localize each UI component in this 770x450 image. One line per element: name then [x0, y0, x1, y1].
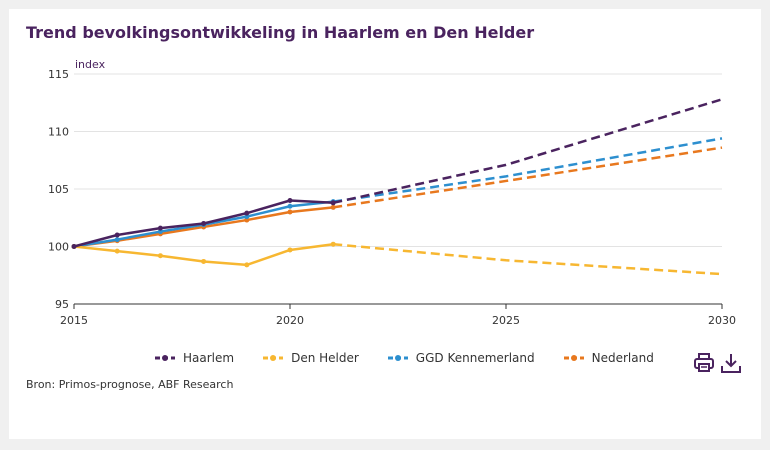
data-point [287, 198, 293, 203]
y-axis-label: index [75, 58, 106, 71]
x-tick-label: 2030 [708, 314, 736, 327]
legend-item-haarlem[interactable]: Haarlem [154, 351, 234, 365]
data-point [114, 232, 120, 238]
data-point [330, 204, 336, 210]
data-point [330, 200, 336, 206]
data-point [114, 248, 120, 254]
legend-label: Haarlem [183, 351, 235, 365]
data-point [244, 217, 250, 223]
chart-title: Trend bevolkingsontwikkeling in Haarlem … [26, 23, 535, 42]
series-line-projection [333, 137, 723, 203]
data-point [287, 247, 293, 253]
data-point [71, 244, 77, 249]
x-tick-label: 2020 [276, 314, 304, 327]
legend-item-den-helder[interactable]: Den Helder [262, 351, 359, 365]
print-icon[interactable] [693, 352, 715, 374]
data-point [287, 209, 293, 215]
data-point [244, 210, 250, 216]
y-tick-label: 95 [55, 298, 69, 311]
legend-swatch-icon [387, 355, 408, 361]
y-tick-label: 110 [48, 126, 69, 139]
legend-item-nederland[interactable]: Nederland [563, 351, 654, 365]
y-tick-label: 100 [48, 241, 69, 254]
line-chart: 95 100 105 110 115 2015 2020 2025 2030 index [48, 58, 736, 327]
data-point [330, 241, 336, 247]
x-tick-label: 2015 [60, 314, 88, 327]
legend-label: GGD Kennemerland [415, 351, 535, 365]
download-icon[interactable] [720, 352, 742, 374]
legend-swatch-icon [155, 355, 175, 361]
y-tick-label: 105 [48, 183, 69, 196]
data-point [201, 258, 207, 264]
legend-label: Den Helder [291, 351, 359, 365]
data-point [244, 214, 250, 220]
data-point [114, 237, 120, 243]
legend-swatch-icon [563, 355, 584, 361]
legend: Haarlem Den Helder GGD Kennemerland Nede… [154, 351, 654, 365]
data-point [287, 203, 293, 209]
data-point [244, 262, 250, 268]
legend-item-ggd-kennemerland[interactable]: GGD Kennemerland [387, 351, 535, 365]
source-note: Bron: Primos-prognose, ABF Research [26, 378, 234, 391]
data-point [157, 253, 163, 259]
x-tick-label: 2025 [492, 314, 520, 327]
series-line-projection [333, 242, 723, 276]
data-point [157, 225, 163, 231]
legend-swatch-icon [263, 355, 284, 361]
data-point [201, 221, 207, 226]
legend-label: Nederland [591, 351, 654, 365]
chart-card: Trend bevolkingsontwikkeling in Haarlem … [9, 9, 761, 439]
series-line-projection [333, 146, 723, 209]
series-line-projection [332, 98, 723, 205]
data-point [157, 229, 163, 235]
y-tick-label: 115 [48, 68, 69, 81]
